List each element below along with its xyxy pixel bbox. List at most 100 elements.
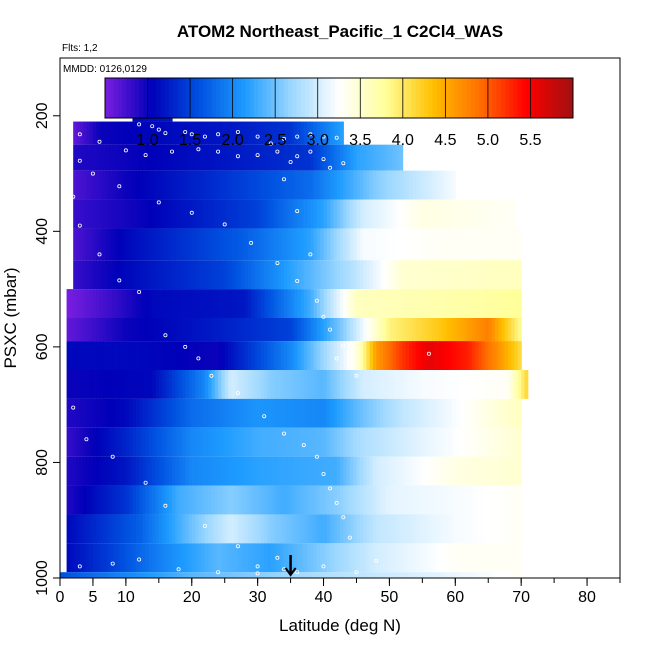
heatmap-cell — [178, 199, 183, 229]
heatmap-cell — [310, 485, 315, 515]
sample-point — [163, 131, 168, 136]
heatmap-cell — [208, 398, 213, 428]
heatmap-cell — [139, 199, 143, 229]
heatmap-cell — [119, 260, 124, 290]
heatmap-cell — [310, 289, 315, 318]
heatmap-cell — [484, 341, 489, 370]
sample-point — [77, 158, 82, 163]
heatmap-cell — [251, 543, 255, 573]
heatmap-cell — [333, 456, 338, 486]
heatmap-cell — [379, 514, 384, 544]
heatmap-cell — [234, 289, 239, 318]
heatmap-cell — [303, 318, 308, 342]
heatmap-cell — [415, 318, 420, 342]
heatmap-cell — [372, 485, 377, 515]
heatmap-cell — [106, 144, 111, 171]
heatmap-cell — [89, 514, 94, 544]
heatmap-cell — [382, 456, 387, 486]
heatmap-cell — [66, 370, 71, 399]
heatmap-cell — [254, 121, 259, 145]
heatmap-cell — [432, 260, 437, 290]
heatmap-cell — [66, 318, 71, 342]
heatmap-cell — [188, 260, 193, 290]
heatmap-cell — [300, 456, 305, 486]
sample-point — [156, 127, 161, 132]
heatmap-cell — [340, 289, 344, 318]
heatmap-cell — [76, 341, 81, 370]
heatmap-cell — [148, 514, 153, 544]
heatmap-cell — [284, 398, 288, 428]
heatmap-cell — [514, 289, 519, 318]
heatmap-cell — [86, 514, 91, 544]
heatmap-cell — [422, 170, 427, 200]
heatmap-cell — [188, 514, 193, 544]
heatmap-cell — [198, 318, 203, 342]
heatmap-cell — [445, 456, 450, 486]
heatmap-cell — [214, 370, 219, 399]
heatmap-cell — [162, 260, 167, 290]
heatmap-cell — [402, 485, 407, 515]
heatmap-cell — [465, 543, 470, 573]
heatmap-cell — [392, 144, 397, 171]
heatmap-cell — [224, 170, 229, 200]
heatmap-cell — [284, 514, 288, 544]
heatmap-cell — [155, 341, 160, 370]
heatmap-cell — [471, 427, 476, 457]
heatmap-cell — [326, 427, 331, 457]
heatmap-cell — [92, 228, 97, 261]
heatmap-cell — [181, 318, 186, 342]
heatmap-cell — [369, 456, 374, 486]
heatmap-cell — [412, 170, 417, 200]
heatmap-cell — [165, 199, 170, 229]
heatmap-cell — [125, 228, 130, 261]
heatmap-cell — [372, 170, 377, 200]
heatmap-cell — [152, 398, 157, 428]
heatmap-cell — [340, 341, 344, 370]
colorbar-cell — [279, 78, 285, 118]
heatmap-cell — [475, 543, 479, 573]
heatmap-cell — [455, 318, 460, 342]
colorbar-cell — [304, 78, 310, 118]
heatmap-cell — [204, 260, 209, 290]
heatmap-cell — [96, 318, 101, 342]
heatmap-cell — [274, 318, 279, 342]
heatmap-cell — [241, 514, 246, 544]
heatmap-cell — [287, 427, 292, 457]
heatmap-cell — [195, 260, 199, 290]
heatmap-cell — [471, 456, 476, 486]
heatmap-cell — [297, 318, 302, 342]
sample-point — [255, 134, 260, 139]
heatmap-cell — [89, 289, 94, 318]
heatmap-cell — [195, 341, 199, 370]
heatmap-cell — [452, 318, 456, 342]
heatmap-cell — [135, 514, 140, 544]
heatmap-cell — [142, 572, 147, 578]
heatmap-cell — [310, 260, 315, 290]
heatmap-cell — [175, 289, 180, 318]
heatmap-cell — [287, 144, 292, 171]
heatmap-cell — [89, 318, 94, 342]
colorbar-tick-label: 4.0 — [392, 132, 414, 149]
sample-point — [77, 564, 82, 569]
heatmap-cell — [178, 572, 183, 578]
heatmap-cell — [277, 260, 282, 290]
heatmap-cell — [349, 144, 354, 171]
heatmap-cell — [125, 170, 130, 200]
heatmap-cell — [122, 370, 127, 399]
heatmap-cell — [211, 260, 216, 290]
heatmap-cell — [481, 427, 486, 457]
heatmap-cell — [396, 318, 400, 342]
heatmap-cell — [353, 199, 358, 229]
heatmap-cell — [254, 289, 259, 318]
heatmap-cell — [260, 485, 265, 515]
heatmap-cell — [366, 341, 371, 370]
heatmap-cell — [442, 289, 447, 318]
heatmap-cell — [508, 398, 512, 428]
heatmap-cell — [191, 543, 196, 573]
heatmap-cell — [165, 260, 170, 290]
heatmap-cell — [76, 260, 81, 290]
heatmap-cell — [452, 485, 456, 515]
heatmap-cell — [224, 228, 229, 261]
heatmap-cell — [458, 485, 463, 515]
heatmap-cell — [277, 398, 282, 428]
